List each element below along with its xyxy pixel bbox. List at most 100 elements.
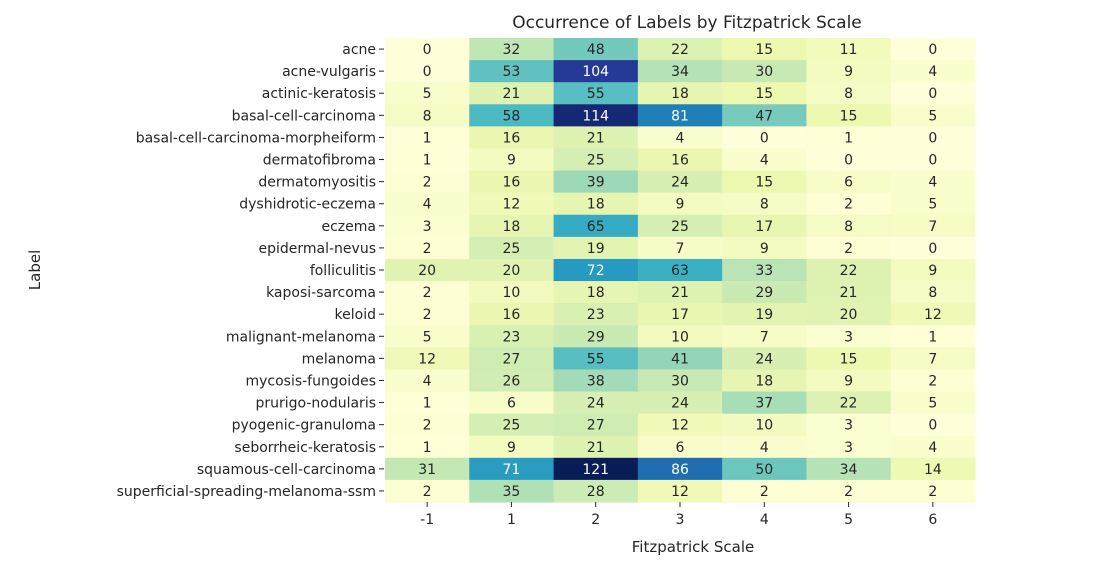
heatmap-cell	[806, 391, 892, 415]
y-tick-label: malignant-melanoma	[226, 329, 376, 345]
cell-value-label: 16	[671, 153, 689, 169]
cell-value-label: 15	[755, 175, 773, 191]
heatmap-cell	[469, 60, 555, 83]
heatmap-cell	[722, 148, 808, 172]
cell-value-label: 19	[755, 307, 773, 323]
heatmap-cell	[890, 214, 976, 238]
cell-value-label: 31	[418, 462, 436, 478]
cell-value-label: 81	[671, 108, 689, 124]
heatmap-cell	[806, 435, 892, 459]
cell-value-label: 21	[587, 440, 605, 456]
heatmap-cell	[722, 82, 808, 105]
cell-value-label: 71	[503, 462, 521, 478]
cell-value-label: 9	[760, 241, 769, 257]
cell-value-label: 15	[755, 42, 773, 58]
heatmap-cell	[806, 457, 892, 481]
heatmap-cell	[722, 457, 808, 481]
heatmap-cell	[637, 192, 723, 216]
cell-value-label: 4	[760, 153, 769, 169]
cell-value-label: 114	[582, 108, 609, 124]
cell-value-label: 9	[507, 153, 516, 169]
heatmap-cell	[553, 82, 639, 105]
heatmap-cell-labels: 0 32 48 22 15 11 00 53 104 34 30 9 45 21 55 18 15 8 08 58 11…	[418, 42, 942, 500]
heatmap-cell	[637, 435, 723, 459]
heatmap-cell	[553, 38, 639, 61]
cell-value-label: 8	[844, 86, 853, 102]
heatmap-cell	[890, 325, 976, 348]
cell-value-label: 18	[755, 373, 773, 389]
cell-value-label: 34	[840, 462, 858, 478]
cell-value-label: 1	[423, 396, 432, 412]
heatmap-cell	[385, 391, 470, 415]
x-tick-label: 4	[760, 512, 769, 528]
y-tick-label: squamous-cell-carcinoma	[197, 462, 376, 478]
x-tick-label: 5	[844, 512, 853, 528]
y-axis-ticks: acne acne-vulgaris actinic-keratosis basal-…	[117, 42, 384, 500]
heatmap-cell	[553, 391, 639, 415]
heatmap-cell	[553, 435, 639, 459]
heatmap-cell	[806, 281, 892, 304]
heatmap-cell	[806, 236, 892, 260]
cell-value-label: 41	[671, 351, 689, 367]
heatmap-cell	[722, 258, 808, 282]
cell-value-label: 12	[418, 351, 436, 367]
heatmap-cell	[469, 82, 555, 105]
heatmap-cell	[890, 82, 976, 105]
heatmap-cell	[806, 347, 892, 371]
heatmap-cell	[806, 170, 892, 194]
heatmap-cell	[469, 413, 555, 437]
heatmap-cell	[553, 369, 639, 393]
heatmap-cell	[385, 457, 470, 481]
cell-value-label: 35	[503, 484, 521, 500]
heatmap-cell	[385, 281, 470, 304]
cell-value-label: 2	[423, 285, 432, 301]
heatmap-cell	[806, 214, 892, 238]
heatmap-cell	[890, 60, 976, 83]
heatmap-cell	[385, 82, 470, 105]
heatmap-cell	[890, 413, 976, 437]
cell-value-label: 18	[587, 285, 605, 301]
heatmap-cell	[806, 82, 892, 105]
y-tick-label: basal-cell-carcinoma	[232, 108, 376, 124]
y-tick-label: acne-vulgaris	[282, 64, 376, 80]
cell-value-label: 1	[423, 130, 432, 146]
cell-value-label: 18	[671, 86, 689, 102]
cell-value-label: 121	[582, 462, 609, 478]
heatmap-cell	[469, 347, 555, 371]
cell-value-label: 30	[671, 373, 689, 389]
cell-value-label: 8	[844, 219, 853, 235]
y-tick-label: eczema	[322, 219, 377, 235]
cell-value-label: 55	[587, 351, 605, 367]
cell-value-label: 3	[844, 329, 853, 345]
heatmap-cell	[385, 236, 470, 260]
cell-value-label: 3	[844, 440, 853, 456]
heatmap-cell	[385, 479, 470, 503]
heatmap-cell	[637, 281, 723, 304]
cell-value-label: 3	[844, 418, 853, 434]
heatmap-cell	[553, 236, 639, 260]
heatmap-cell	[722, 413, 808, 437]
cell-value-label: 20	[840, 307, 858, 323]
y-tick-label: pyogenic-granuloma	[232, 418, 376, 434]
heatmap-cell	[806, 479, 892, 503]
cell-value-label: 48	[587, 42, 605, 58]
heatmap-cell	[722, 236, 808, 260]
x-tick-label: 2	[591, 512, 600, 528]
y-tick-label: mycosis-fungoides	[245, 373, 376, 389]
cell-value-label: 16	[503, 175, 521, 191]
cell-value-label: 15	[840, 351, 858, 367]
cell-value-label: 53	[503, 64, 521, 80]
y-tick-label: kaposi-sarcoma	[266, 285, 376, 301]
x-tick-label: 6	[928, 512, 937, 528]
cell-value-label: 0	[928, 42, 937, 58]
x-tick-label: 3	[676, 512, 685, 528]
cell-value-label: 0	[760, 130, 769, 146]
heatmap-cell	[806, 258, 892, 282]
heatmap-cell	[553, 457, 639, 481]
cell-value-label: 10	[671, 329, 689, 345]
cell-value-label: 4	[760, 440, 769, 456]
heatmap-cell	[890, 347, 976, 371]
cell-value-label: 25	[503, 418, 521, 434]
y-tick-label: dermatomyositis	[258, 175, 376, 191]
